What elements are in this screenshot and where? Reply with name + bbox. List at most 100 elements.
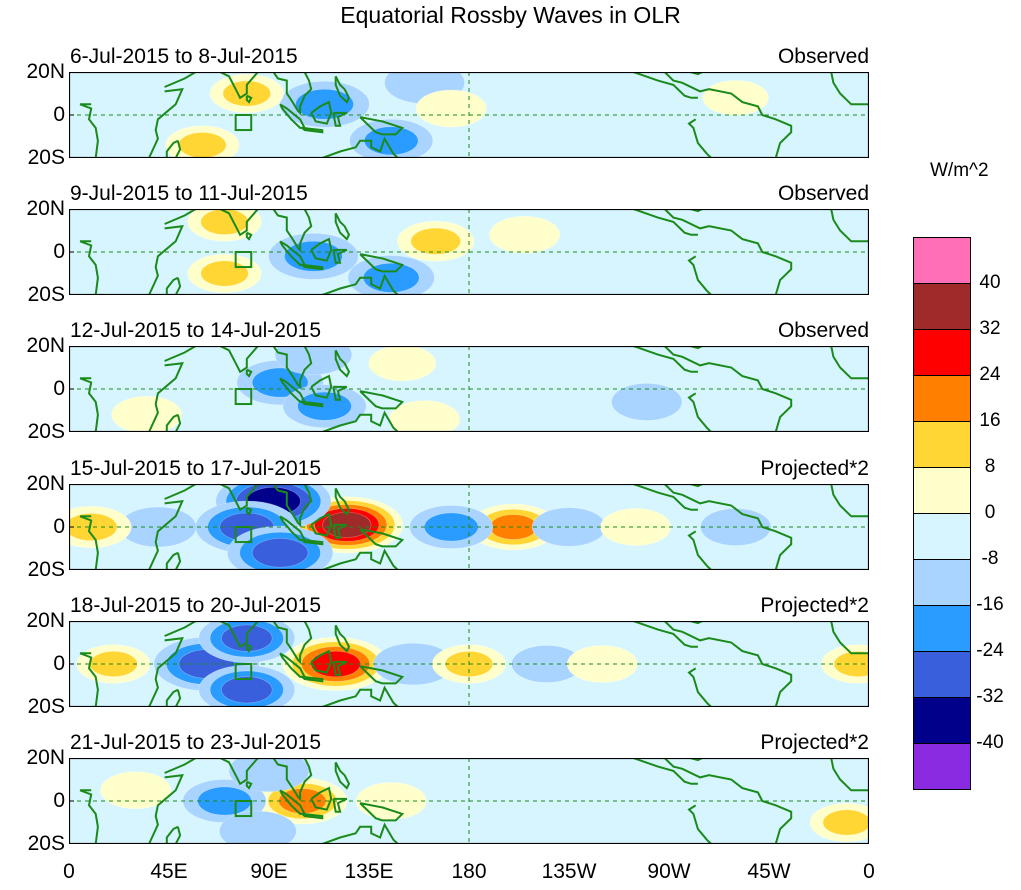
coastline-africa-coast [79,103,99,158]
panel-period-label: 6-Jul-2015 to 8-Jul-2015 [70,45,298,68]
anomaly-contour [600,508,672,546]
coastline-central-america-coast [633,209,698,236]
y-tick-label: 20S [27,420,65,443]
x-tick-label: 0 [863,860,875,883]
coastline-sa-west-coast [687,118,712,158]
coastline-madagascar [165,688,182,707]
coastline-west-africa-coast [830,346,869,380]
coastline-indochina-coast [272,72,313,116]
panel-4: 15-Jul-2015 to 17-Jul-2015 Projected*2 20N… [0,454,1021,591]
panel-kind-label: Observed [777,45,869,68]
anomaly-contour [833,651,869,677]
colorbar-bin [913,237,971,284]
coastline-new-guinea [359,528,405,548]
colorbar-bin [913,651,971,698]
reference-box [234,526,253,544]
coastline-india-coast [219,209,259,237]
colorbar-units-label: W/m^2 [930,160,989,181]
coastline-australia-coast [321,410,399,432]
coastline-east-africa-coast [148,224,184,295]
anomaly-field [69,72,869,158]
coastline-sri-lanka [245,780,253,790]
coastline-east-africa-coast [148,636,184,707]
colorbar-bin [913,697,971,744]
anomaly-contour [178,132,227,158]
coastline-india-coast [219,621,259,649]
y-tick-label: 20S [27,832,65,855]
coastline-east-africa-coast [148,361,184,432]
coastline-sri-lanka [245,506,253,516]
coastline-cuba [686,758,705,762]
coastline-java [301,400,324,408]
reference-box [234,251,253,269]
y-tick-label: 0 [53,377,65,400]
y-tick-label: 20N [26,472,65,495]
panel-kind-label: Observed [777,319,869,342]
coastline-caribbean-coast [663,621,793,707]
coastline-philippines [334,75,351,104]
coastline-sulawesi [332,248,348,264]
colorbar-tick-label: -40 [976,732,1004,753]
coastline-central-america-coast [633,758,698,785]
y-tick-label: 0 [53,515,65,538]
coastline-java [301,675,324,683]
coastline-cuba [686,621,705,625]
colorbar-tick-label: -16 [976,594,1004,615]
coastline-africa-coast [79,377,99,432]
anomaly-contour [368,346,437,382]
coastline-australia-coast [321,548,399,570]
y-tick-label: 0 [53,240,65,263]
coastline-sulawesi [332,660,348,676]
y-tick-label: 20N [26,197,65,220]
panel-5: 18-Jul-2015 to 20-Jul-2015 Projected*2 20N… [0,591,1021,728]
colorbar-tick-label: 0 [984,502,996,523]
coastline-borneo [310,237,333,262]
coastline-africa-coast [79,515,99,570]
coastline-philippines [334,761,351,790]
coastline-new-guinea [359,665,405,685]
coastline-borneo [310,512,333,537]
coastline-arabia-coast [164,621,197,637]
coastline-central-america-coast [633,484,698,511]
coastline-arabia-coast [164,346,197,362]
panel-kind-label: Projected*2 [760,731,869,754]
anomaly-field [69,621,869,707]
colorbar-tick-label: 24 [979,364,1001,385]
coastline-sri-lanka [245,231,253,241]
coastline-cuba [686,346,705,350]
coastline-madagascar [165,825,182,844]
coastline-africa-coast [79,789,99,844]
panel-3: 12-Jul-2015 to 14-Jul-2015 Observed 20N 0 20… [0,316,1021,453]
coastline-australia-coast [321,822,399,844]
coastline-central-america-coast [633,72,698,99]
reference-box [234,800,253,818]
coastline-india-coast [219,484,259,512]
coastline-borneo [310,100,333,125]
coastline-cuba [686,209,705,213]
coastline-west-africa-coast [830,484,869,518]
anomaly-contour [611,383,683,421]
colorbar-bin [913,743,971,790]
coastline-madagascar [165,413,182,432]
coastline-sri-lanka [245,643,253,653]
colorbar-bin [913,329,971,376]
coastline-caribbean-coast [663,209,793,295]
coastline-new-guinea [359,116,405,136]
y-tick-label: 20S [27,695,65,718]
coastline-africa-coast [79,652,99,707]
y-tick-label: 20S [27,146,65,169]
coastline-new-guinea [359,253,405,273]
colorbar-tick-label: -24 [976,640,1004,661]
anomaly-contour [221,676,273,704]
coastline-indochina-coast [272,621,313,665]
anomaly-contour [274,346,353,375]
panel-kind-label: Observed [777,182,869,205]
panel-period-label: 21-Jul-2015 to 23-Jul-2015 [70,731,321,754]
coastline-indochina-coast [272,209,313,253]
coastline-sulawesi [332,523,348,539]
colorbar-bin [913,605,971,652]
coastline-philippines [334,212,351,241]
coastline-west-africa-coast [830,621,869,655]
coastline-india-coast [219,346,259,374]
coastline-borneo [310,649,333,674]
